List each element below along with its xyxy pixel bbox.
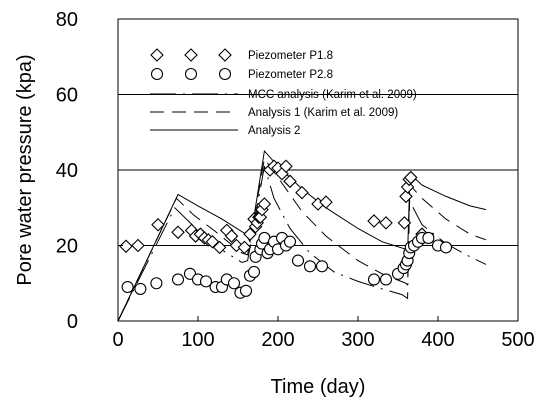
data-point-piezometer-p1-8 xyxy=(283,174,297,189)
data-point-piezometer-p2-8 xyxy=(367,273,381,286)
data-point-piezometer-p1-8 xyxy=(399,189,413,204)
series-markers xyxy=(119,159,453,299)
y-tick-label: 60 xyxy=(56,85,78,107)
data-point-piezometer-p2-8 xyxy=(227,277,241,290)
x-tick-label: 300 xyxy=(341,329,374,351)
y-tick-label: 40 xyxy=(56,160,78,182)
data-point-piezometer-p1-8 xyxy=(237,240,252,255)
data-point-piezometer-p1-8 xyxy=(279,159,293,174)
data-point-piezometer-p1-8 xyxy=(205,234,220,249)
data-point-piezometer-p1-8 xyxy=(119,239,133,254)
data-point-piezometer-p2-8 xyxy=(150,277,163,290)
legend-label-analysis-1-karim-et-al-2009: Analysis 1 (Karim et al. 2009) xyxy=(248,107,398,119)
x-tick-label: 100 xyxy=(181,329,214,351)
legend-marker-piezometer-p2-8 xyxy=(150,67,164,81)
data-point-piezometer-p1-8 xyxy=(243,227,257,241)
axis-ticks: 0 20 40 60 80 0 100 200 300 400 500 xyxy=(56,9,535,351)
legend-marker-piezometer-p1-8 xyxy=(218,48,232,62)
legend: Piezometer P1.8 Piezometer P2.8 MCC analys… xyxy=(150,48,417,137)
x-axis-title: Time (day) xyxy=(271,376,366,398)
legend-label-analysis-2: Analysis 2 xyxy=(248,125,300,137)
data-point-piezometer-p2-8 xyxy=(239,284,253,297)
data-point-piezometer-p1-8 xyxy=(295,185,309,200)
data-point-piezometer-p2-8 xyxy=(291,254,305,267)
data-point-piezometer-p1-8 xyxy=(367,214,381,228)
data-point-piezometer-p2-8 xyxy=(439,241,453,254)
y-tick-label: 0 xyxy=(67,311,78,333)
y-axis-title: Pore water pressure (kpa) xyxy=(14,54,36,285)
data-point-piezometer-p2-8 xyxy=(283,235,297,248)
legend-marker-piezometer-p1-8 xyxy=(150,48,164,62)
legend-marker-piezometer-p2-8 xyxy=(218,67,232,81)
legend-label-mcc-analysis-karim-et-al-2009: MCC analysis (Karim et al. 2009) xyxy=(248,89,417,101)
data-point-piezometer-p2-8 xyxy=(199,275,213,288)
legend-marker-piezometer-p2-8 xyxy=(184,67,198,81)
y-tick-label: 20 xyxy=(56,236,78,258)
series-line-analysis-1-karim-et-al-2009 xyxy=(117,157,487,322)
y-tick-label: 80 xyxy=(56,9,78,31)
legend-label-piezometer-p1-8: Piezometer P1.8 xyxy=(248,50,333,62)
data-point-piezometer-p2-8 xyxy=(303,260,317,273)
x-tick-label: 200 xyxy=(261,329,294,351)
data-point-piezometer-p1-8 xyxy=(257,197,272,211)
x-tick-label: 0 xyxy=(112,329,123,351)
data-point-piezometer-p2-8 xyxy=(121,280,134,294)
data-point-piezometer-p1-8 xyxy=(397,216,412,230)
data-point-piezometer-p1-8 xyxy=(171,225,185,240)
data-point-piezometer-p2-8 xyxy=(247,265,261,278)
data-point-piezometer-p1-8 xyxy=(151,217,165,232)
data-point-piezometer-p1-8 xyxy=(319,195,333,209)
data-point-piezometer-p1-8 xyxy=(379,216,393,230)
x-tick-label: 500 xyxy=(501,329,534,351)
data-point-piezometer-p2-8 xyxy=(134,282,147,295)
data-point-piezometer-p2-8 xyxy=(171,273,185,286)
x-tick-label: 400 xyxy=(421,329,454,351)
data-point-piezometer-p1-8 xyxy=(404,170,418,185)
data-point-piezometer-p1-8 xyxy=(131,238,145,253)
data-point-piezometer-p1-8 xyxy=(212,240,227,255)
data-point-piezometer-p2-8 xyxy=(379,273,393,286)
data-point-piezometer-p2-8 xyxy=(315,260,329,273)
data-point-piezometer-p2-8 xyxy=(422,231,435,244)
legend-label-piezometer-p2-8: Piezometer P2.8 xyxy=(248,69,333,81)
legend-marker-piezometer-p1-8 xyxy=(184,48,198,62)
data-point-piezometer-p1-8 xyxy=(224,229,239,243)
